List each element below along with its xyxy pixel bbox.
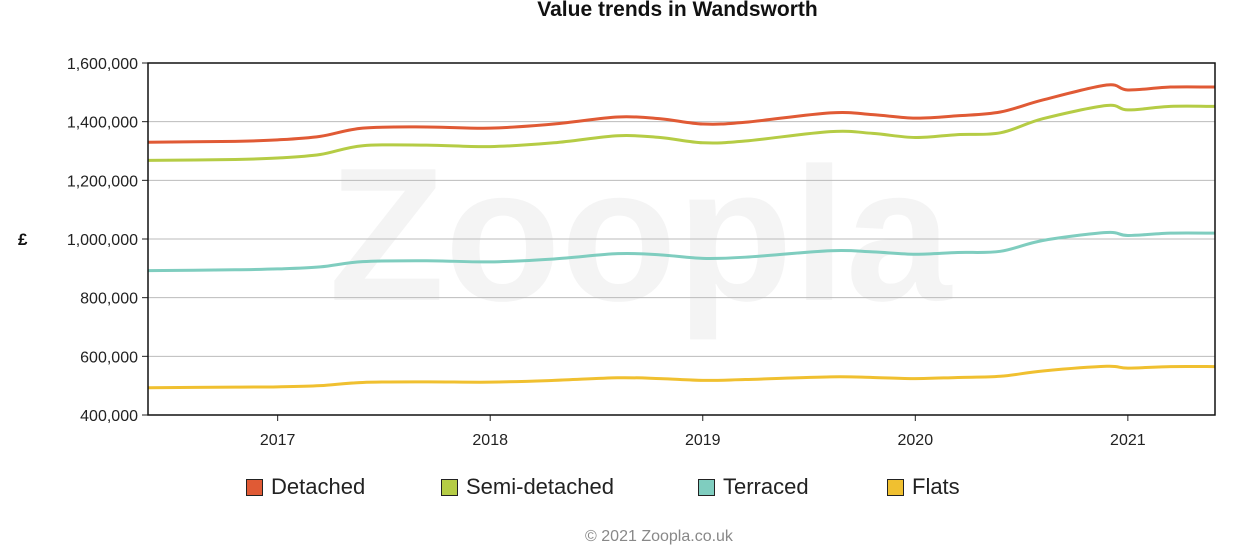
legend-label: Flats [912,474,960,499]
legend-item: Detached [246,474,365,500]
x-tick-label: 2018 [472,432,508,449]
x-tick-label: 2021 [1110,432,1146,449]
y-tick-label: 1,000,000 [67,232,138,249]
y-tick-label: 400,000 [80,408,138,425]
x-tick-label: 2017 [260,432,296,449]
y-tick-label: 1,400,000 [67,115,138,132]
line-chart: Zoopla 400,000 600,000 800,000 1,000,000 1,2… [18,56,1216,449]
chart-title: Value trends in Wandsworth [537,0,818,21]
legend-swatch [246,478,263,496]
x-tick-label: 2020 [898,432,934,449]
legend-swatch [887,478,904,496]
y-tick-label: 1,200,000 [67,173,138,190]
series-line-detached [147,83,1216,144]
x-tick-label: 2019 [685,432,721,449]
series-line-terraced [147,230,1216,273]
legend-swatch [441,478,458,496]
watermark-logo: Zoopla [329,129,953,341]
y-tick-label: 800,000 [80,291,138,308]
legend-swatch [698,478,715,496]
legend-label: Terraced [723,474,809,499]
plot-frame [147,62,1216,416]
legend-item: Flats [887,474,960,500]
y-tick-label: 1,600,000 [67,56,138,73]
legend-item: Terraced [698,474,809,500]
series-line-flats [147,364,1216,390]
legend-item: Semi-detached [441,474,614,500]
legend-label: Semi-detached [466,474,614,499]
copyright-footer: © 2021 Zoopla.co.uk [585,528,733,545]
y-tick-label: 600,000 [80,349,138,366]
series-line-semi-detached [147,103,1216,162]
legend-label: Detached [271,474,366,499]
y-axis-label: £ [18,230,28,249]
